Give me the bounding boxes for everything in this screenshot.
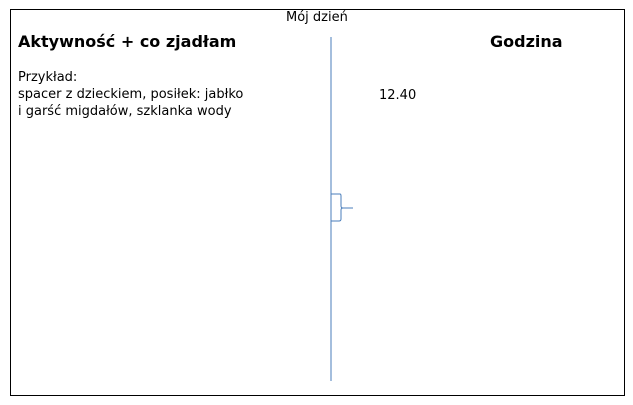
- example-text: Przykład: spacer z dzieckiem, posiłek: j…: [18, 69, 243, 120]
- example-label: Przykład:: [18, 70, 78, 85]
- page-frame: [10, 9, 625, 396]
- example-line: spacer z dzieckiem, posiłek: jabłko: [18, 87, 244, 102]
- example-time: 12.40: [379, 88, 417, 103]
- time-column-header: Godzina: [490, 32, 563, 51]
- example-line: i garść migdałów, szklanka wody: [18, 104, 232, 119]
- page-title: Mój dzień: [286, 10, 348, 25]
- activity-column-header: Aktywność + co zjadłam: [18, 32, 237, 51]
- bracket-marker: [331, 193, 353, 222]
